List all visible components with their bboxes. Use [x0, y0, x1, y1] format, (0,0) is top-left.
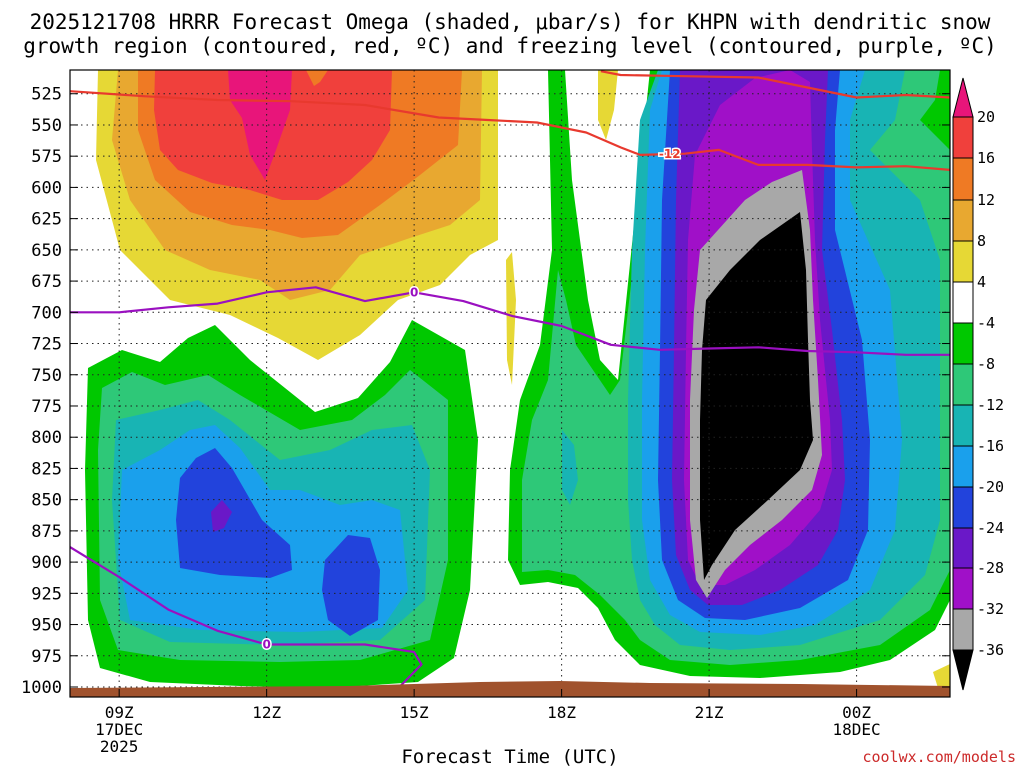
y-tick-label: 625 [31, 210, 62, 230]
colorbar-level-label: 4 [977, 273, 986, 291]
x-tick-label: 2025 [100, 737, 139, 756]
colorbar: 20 16 12 8 4 -4 -8 -12 -16 -20 -24 -28 -32 -36 [952, 77, 1004, 691]
contour-label: -12 [659, 147, 681, 161]
y-tick-label: 725 [31, 335, 62, 355]
omega-fill-small-orange [306, 70, 328, 86]
colorbar-level-label: -4 [977, 314, 995, 332]
y-tick-label: 925 [31, 584, 62, 604]
y-tick-label: 700 [31, 303, 62, 323]
contour-line-2 [70, 286, 950, 356]
y-tick-label: 900 [31, 553, 62, 573]
colorbar-swatch [952, 322, 974, 365]
omega-fill-small-yellow-3 [933, 664, 950, 690]
terrain-strip [70, 681, 950, 697]
colorbar-swatch [952, 363, 974, 406]
x-axis-label: Forecast Time (UTC) [401, 746, 618, 768]
x-tick-label: 17DEC [95, 720, 143, 739]
colorbar-level-label: -8 [977, 355, 995, 373]
colorbar-level-label: 12 [977, 191, 995, 209]
grid-lines [70, 70, 950, 697]
chart-title-line-2: growth region (contoured, red, ºC) and f… [23, 34, 997, 58]
contour-series: -12 0 0 [70, 70, 950, 697]
colorbar-level-label: -32 [977, 600, 1004, 618]
colorbar-swatch [952, 486, 974, 529]
omega-positive-region [96, 70, 950, 690]
x-tick-label: 00Z [842, 703, 871, 722]
colorbar-swatch [952, 116, 974, 159]
colorbar-level-label: 16 [977, 149, 995, 167]
omega-fill-small-yellow-2 [506, 252, 516, 385]
colorbar-level-label: 8 [977, 232, 986, 250]
x-tick-label: 15Z [400, 703, 429, 722]
colorbar-level-label: -36 [977, 641, 1004, 659]
colorbar-swatch [952, 608, 974, 651]
chart-title-line-1: 2025121708 HRRR Forecast Omega (shaded, … [30, 10, 991, 34]
x-tick-label: 18DEC [833, 720, 881, 739]
omega-negative-afternoon [508, 70, 950, 678]
contour-line-3 [70, 546, 423, 697]
y-tick-label: 575 [31, 147, 62, 167]
y-tick-label: 1000 [21, 678, 62, 698]
colorbar-swatch [952, 281, 974, 324]
colorbar-level-label: -24 [977, 519, 1004, 537]
omega-negative-morning [85, 320, 478, 688]
colorbar-level-label: -12 [977, 396, 1004, 414]
x-tick-label: 21Z [695, 703, 724, 722]
y-tick-label: 650 [31, 241, 62, 261]
y-axis: 525 550 575 600 625 650 675 700 725 750 775 800 825 8… [21, 85, 950, 698]
y-tick-label: 775 [31, 397, 62, 417]
colorbar-swatch [952, 527, 974, 569]
y-tick-label: 850 [31, 491, 62, 511]
colorbar-swatch [952, 199, 974, 242]
omega-fill-neg24-28 [211, 500, 232, 532]
y-tick-label: 975 [31, 647, 62, 667]
y-tick-label: 525 [31, 85, 62, 105]
omega-fill-below-36 [700, 212, 813, 580]
colorbar-swatch [952, 404, 974, 447]
x-tick-label: 18Z [547, 703, 576, 722]
y-tick-label: 800 [31, 428, 62, 448]
contour-label: 0 [410, 285, 418, 299]
contour-label: 0 [262, 638, 270, 652]
credit-text: coolwx.com/models [862, 748, 1016, 766]
y-tick-label: 750 [31, 366, 62, 386]
colorbar-swatch [952, 567, 974, 610]
colorbar-bottom-arrow [952, 649, 974, 691]
y-tick-label: 550 [31, 116, 62, 136]
colorbar-level-label: -16 [977, 437, 1004, 455]
contour-line-0 [70, 90, 950, 171]
colorbar-swatch [952, 445, 974, 488]
colorbar-level-label: -20 [977, 478, 1004, 496]
x-tick-label: 09Z [105, 703, 134, 722]
y-tick-label: 600 [31, 178, 62, 198]
omega-fill-neg12-16-c [562, 430, 578, 505]
y-tick-label: 675 [31, 272, 62, 292]
omega-fill-above-20 [228, 70, 292, 180]
omega-fill-neg20-24-b [322, 535, 380, 636]
x-tick-label: 12Z [252, 703, 281, 722]
colorbar-top-arrow [952, 77, 974, 118]
y-tick-label: 950 [31, 616, 62, 636]
omega-fill-small-yellow-1 [598, 70, 618, 140]
colorbar-level-label: 20 [977, 108, 995, 126]
y-tick-label: 825 [31, 459, 62, 479]
omega-fill-neg20-24-a [176, 448, 292, 578]
contour-line-1 [600, 70, 950, 99]
plot-frame [69, 69, 951, 698]
y-tick-label: 875 [31, 522, 62, 542]
colorbar-swatch [952, 157, 974, 201]
colorbar-swatch [952, 240, 974, 283]
colorbar-level-label: -28 [977, 559, 1004, 577]
